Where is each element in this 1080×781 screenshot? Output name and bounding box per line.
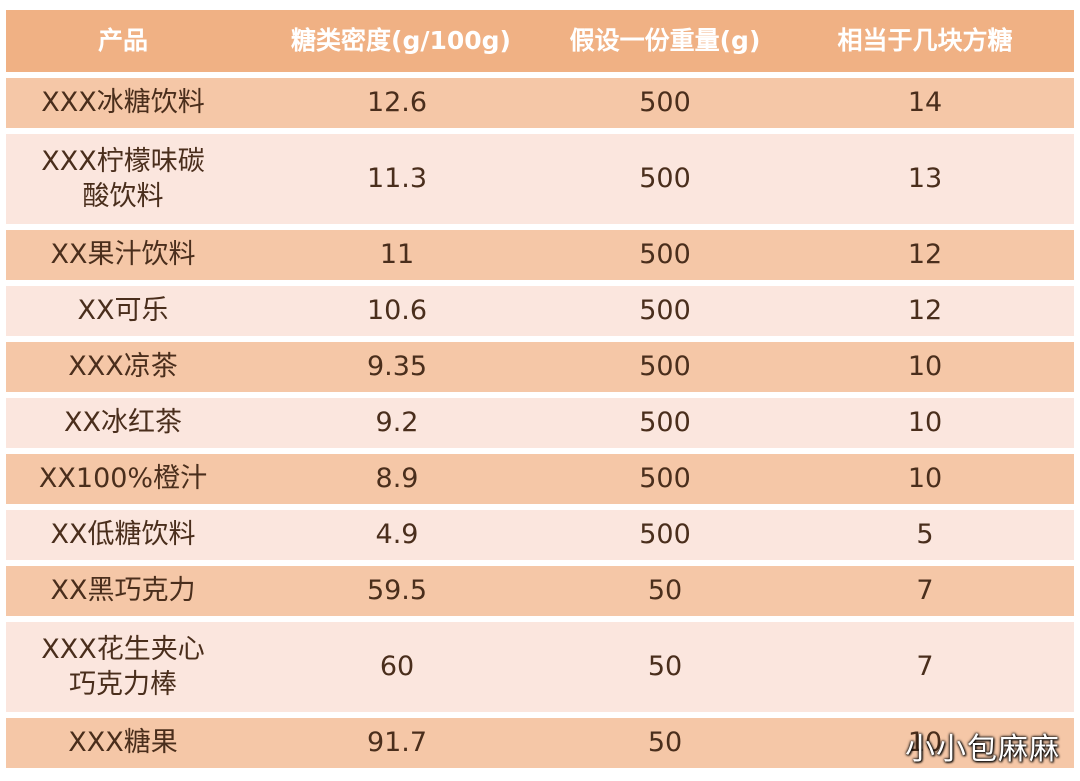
table-row: XX可乐 10.6 500 12	[6, 286, 1074, 336]
table-row: XXX柠檬味碳 酸饮料 11.3 500 13	[6, 134, 1074, 224]
cell-product: XX低糖饮料	[50, 519, 196, 551]
cell-density: 11	[379, 239, 415, 271]
cell-product: XXX冰糖饮料	[41, 87, 205, 119]
cell-density: 12.6	[366, 87, 428, 119]
cell-product: XXX糖果	[68, 727, 178, 759]
table-row: XX100%橙汁 8.9 500 10	[6, 454, 1074, 504]
cell-weight: 500	[639, 463, 691, 495]
table-row: XXX花生夹心 巧克力棒 60 50 7	[6, 622, 1074, 712]
table-row: XX果汁饮料 11 500 12	[6, 230, 1074, 280]
cell-weight: 500	[639, 519, 691, 551]
cell-product: XX黑巧克力	[50, 575, 196, 607]
cell-weight: 500	[639, 163, 691, 195]
cell-product: XXX花生夹心 巧克力棒	[41, 633, 205, 700]
cell-density: 59.5	[366, 575, 428, 607]
cell-product: XXX凉茶	[68, 351, 178, 383]
cell-cubes: 10	[907, 463, 943, 495]
header-sugar-cubes: 相当于几块方糖	[837, 25, 1013, 55]
cell-cubes: 7	[916, 651, 934, 683]
table-row: XXX凉茶 9.35 500 10	[6, 342, 1074, 392]
cell-density: 4.9	[375, 519, 419, 551]
table-row: XXX冰糖饮料 12.6 500 14	[6, 78, 1074, 128]
cell-weight: 500	[639, 407, 691, 439]
cell-cubes: 10	[907, 407, 943, 439]
header-product: 产品	[97, 25, 148, 55]
cell-weight: 50	[647, 651, 683, 683]
table-row: XXX糖果 91.7 50 10	[6, 718, 1074, 768]
cell-product: XX冰红茶	[64, 407, 182, 439]
cell-density: 10.6	[366, 295, 428, 327]
cell-weight: 500	[639, 351, 691, 383]
cell-weight: 500	[639, 87, 691, 119]
cell-product: XX果汁饮料	[50, 239, 196, 271]
cell-cubes: 14	[907, 87, 943, 119]
header-sugar-density: 糖类密度(g/100g)	[291, 25, 511, 55]
cell-weight: 50	[647, 575, 683, 607]
table-header: 产品 糖类密度(g/100g) 假设一份重量(g) 相当于几块方糖	[6, 10, 1074, 72]
cell-weight: 50	[647, 727, 683, 759]
watermark: 小小包麻麻	[905, 732, 1060, 767]
cell-cubes: 12	[907, 295, 943, 327]
sugar-content-table: 产品 糖类密度(g/100g) 假设一份重量(g) 相当于几块方糖 XXX冰糖饮…	[6, 10, 1074, 774]
cell-product: XXX柠檬味碳 酸饮料	[41, 145, 205, 212]
cell-product: XX可乐	[77, 295, 169, 327]
table-row: XX冰红茶 9.2 500 10	[6, 398, 1074, 448]
cell-weight: 500	[639, 239, 691, 271]
cell-product: XX100%橙汁	[38, 463, 208, 495]
cell-cubes: 7	[916, 575, 934, 607]
cell-cubes: 13	[907, 163, 943, 195]
cell-cubes: 10	[907, 727, 943, 759]
header-serving-weight: 假设一份重量(g)	[569, 25, 761, 55]
cell-density: 8.9	[375, 463, 419, 495]
cell-weight: 500	[639, 295, 691, 327]
table-row: XX低糖饮料 4.9 500 5	[6, 510, 1074, 560]
cell-density: 9.35	[366, 351, 428, 383]
cell-density: 91.7	[366, 727, 428, 759]
cell-density: 11.3	[366, 163, 428, 195]
cell-cubes: 10	[907, 351, 943, 383]
cell-cubes: 12	[907, 239, 943, 271]
table-row: XX黑巧克力 59.5 50 7	[6, 566, 1074, 616]
cell-density: 9.2	[375, 407, 419, 439]
cell-density: 60	[379, 651, 415, 683]
cell-cubes: 5	[916, 519, 934, 551]
